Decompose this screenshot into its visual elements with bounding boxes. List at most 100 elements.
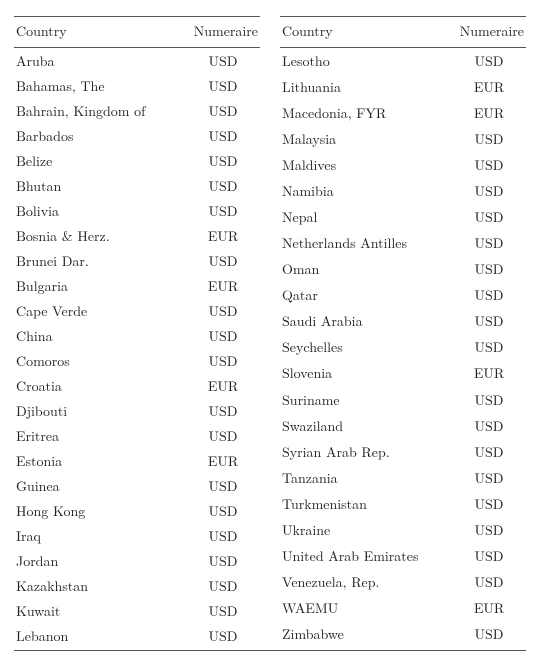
country-cell: Maldives [280, 152, 452, 178]
table-row: ComorosUSD [14, 348, 260, 373]
country-cell: Turkmenistan [280, 491, 452, 517]
country-cell: Guinea [14, 473, 186, 498]
numeraire-cell: USD [186, 423, 260, 448]
country-cell: Lithuania [280, 74, 452, 100]
table-row: SloveniaEUR [280, 361, 526, 387]
header-row: Country Numeraire [280, 17, 526, 48]
numeraire-cell: USD [452, 544, 526, 570]
table-row: Venezuela, Rep.USD [280, 570, 526, 596]
table-row: BarbadosUSD [14, 123, 260, 148]
country-cell: Bulgaria [14, 273, 186, 298]
left-body: ArubaUSDBahamas, TheUSDBahrain, Kingdom … [14, 48, 260, 649]
country-cell: Slovenia [280, 361, 452, 387]
numeraire-cell: USD [186, 348, 260, 373]
numeraire-cell: USD [186, 548, 260, 573]
country-cell: Cape Verde [14, 298, 186, 323]
table-row: MaldivesUSD [280, 152, 526, 178]
numeraire-cell: USD [186, 623, 260, 648]
table-row: DjiboutiUSD [14, 398, 260, 423]
country-cell: Namibia [280, 178, 452, 204]
numeraire-cell: USD [452, 413, 526, 439]
country-cell: Ukraine [280, 517, 452, 543]
header-numeraire: Numeraire [186, 17, 260, 48]
table-row: JordanUSD [14, 548, 260, 573]
country-cell: Barbados [14, 123, 186, 148]
country-cell: Bolivia [14, 198, 186, 223]
numeraire-cell: USD [452, 517, 526, 543]
country-cell: Bosnia & Herz. [14, 223, 186, 248]
country-cell: Eritrea [14, 423, 186, 448]
numeraire-cell: EUR [452, 596, 526, 622]
country-cell: Malaysia [280, 126, 452, 152]
table-row: SeychellesUSD [280, 335, 526, 361]
table-row: TanzaniaUSD [280, 465, 526, 491]
table-row: LesothoUSD [280, 48, 526, 75]
table-row: BhutanUSD [14, 173, 260, 198]
table-row: NepalUSD [280, 204, 526, 230]
header-row: Country Numeraire [14, 17, 260, 48]
country-cell: Bahamas, The [14, 73, 186, 98]
table-row: BelizeUSD [14, 148, 260, 173]
table-row: LebanonUSD [14, 623, 260, 648]
table-row: Saudi ArabiaUSD [280, 309, 526, 335]
numeraire-cell: USD [186, 298, 260, 323]
country-cell: Tanzania [280, 465, 452, 491]
numeraire-cell: USD [186, 398, 260, 423]
numeraire-cell: USD [452, 257, 526, 283]
table-row: BulgariaEUR [14, 273, 260, 298]
table-row: ZimbabweUSD [280, 622, 526, 648]
table-row: KazakhstanUSD [14, 573, 260, 598]
table-row: EstoniaEUR [14, 448, 260, 473]
table-row: KuwaitUSD [14, 598, 260, 623]
numeraire-cell: EUR [186, 448, 260, 473]
numeraire-cell: USD [452, 178, 526, 204]
country-cell: Belize [14, 148, 186, 173]
numeraire-cell: USD [186, 248, 260, 273]
numeraire-cell: EUR [186, 223, 260, 248]
country-cell: Netherlands Antilles [280, 231, 452, 257]
numeraire-cell: USD [452, 439, 526, 465]
numeraire-cell: USD [452, 126, 526, 152]
country-cell: Nepal [280, 204, 452, 230]
table-row: Syrian Arab Rep.USD [280, 439, 526, 465]
numeraire-cell: USD [186, 173, 260, 198]
numeraire-cell: EUR [186, 273, 260, 298]
table-row: EritreaUSD [14, 423, 260, 448]
numeraire-cell: USD [186, 573, 260, 598]
table-row: United Arab EmiratesUSD [280, 544, 526, 570]
country-cell: Djibouti [14, 398, 186, 423]
numeraire-cell: USD [452, 48, 526, 75]
table-row: Bosnia & Herz.EUR [14, 223, 260, 248]
table-row: Bahrain, Kingdom ofUSD [14, 98, 260, 123]
country-cell: Kazakhstan [14, 573, 186, 598]
country-cell: Lesotho [280, 48, 452, 75]
country-cell: Saudi Arabia [280, 309, 452, 335]
numeraire-cell: USD [452, 491, 526, 517]
country-cell: Aruba [14, 48, 186, 74]
table-row: SurinameUSD [280, 387, 526, 413]
country-cell: Zimbabwe [280, 622, 452, 648]
numeraire-cell: USD [452, 152, 526, 178]
country-cell: Bahrain, Kingdom of [14, 98, 186, 123]
header-numeraire: Numeraire [452, 17, 526, 48]
country-cell: Lebanon [14, 623, 186, 648]
table-row: SwazilandUSD [280, 413, 526, 439]
table-row: CroatiaEUR [14, 373, 260, 398]
numeraire-cell: USD [186, 323, 260, 348]
table-row: Cape VerdeUSD [14, 298, 260, 323]
country-cell: WAEMU [280, 596, 452, 622]
table-row: IraqUSD [14, 523, 260, 548]
numeraire-cell: USD [186, 523, 260, 548]
country-cell: Hong Kong [14, 498, 186, 523]
numeraire-cell: USD [186, 98, 260, 123]
table-row: ArubaUSD [14, 48, 260, 74]
table-row: Bahamas, TheUSD [14, 73, 260, 98]
table-row: Hong KongUSD [14, 498, 260, 523]
table-row: NamibiaUSD [280, 178, 526, 204]
numeraire-cell: USD [452, 204, 526, 230]
numeraire-cell: USD [186, 48, 260, 74]
numeraire-cell: USD [452, 387, 526, 413]
table-row: QatarUSD [280, 283, 526, 309]
country-cell: Croatia [14, 373, 186, 398]
country-cell: Venezuela, Rep. [280, 570, 452, 596]
